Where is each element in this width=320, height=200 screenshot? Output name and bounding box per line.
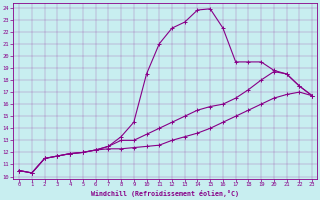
- X-axis label: Windchill (Refroidissement éolien,°C): Windchill (Refroidissement éolien,°C): [91, 190, 239, 197]
